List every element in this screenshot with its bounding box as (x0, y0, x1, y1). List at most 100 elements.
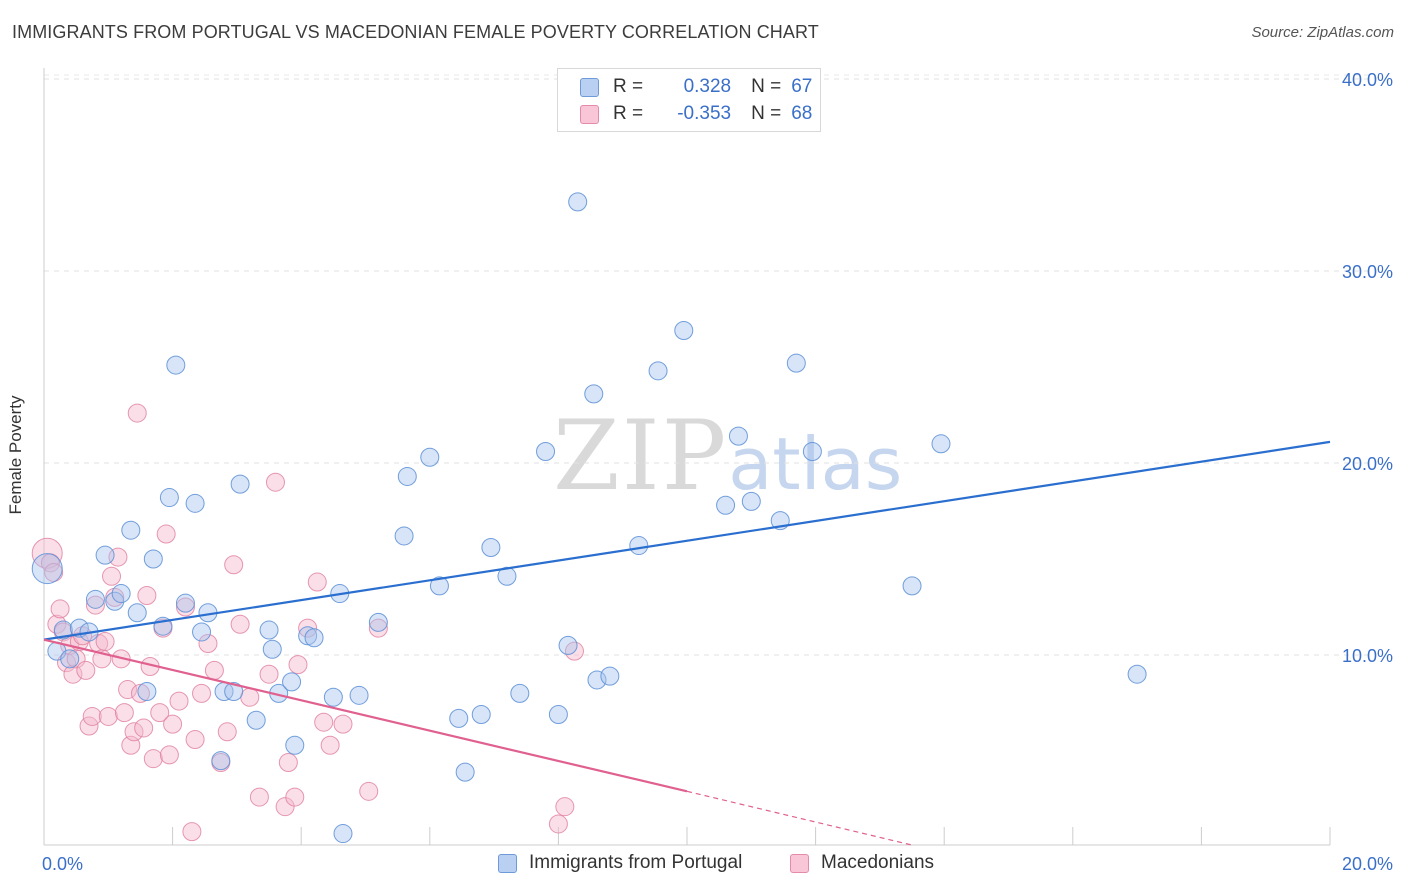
data-point-portugal (53, 620, 73, 640)
data-point-portugal (1127, 664, 1147, 684)
data-point-portugal (802, 441, 822, 461)
series-macedonians (31, 403, 584, 842)
data-point-portugal (246, 710, 266, 730)
data-point-macedonians (118, 680, 138, 700)
data-point-macedonians (555, 797, 575, 817)
data-point-macedonians (224, 555, 244, 575)
data-point-portugal (304, 628, 324, 648)
data-point-portugal (548, 705, 568, 725)
legend-item-portugal[interactable]: Immigrants from Portugal (498, 852, 742, 874)
legend-row-portugal: R = 0.328 N = 67 (580, 76, 812, 98)
data-point-macedonians (150, 703, 170, 723)
data-point-portugal (95, 545, 115, 565)
data-point-portugal (584, 384, 604, 404)
data-point-portugal (931, 434, 951, 454)
data-point-portugal (568, 192, 588, 212)
legend-label-macedonians: Macedonians (821, 852, 935, 873)
legend-swatch-pink (790, 853, 809, 873)
data-point-portugal (600, 666, 620, 686)
chart-source: Source: ZipAtlas.com (1251, 24, 1394, 41)
legend-n-value: 68 (791, 103, 813, 124)
data-point-portugal (349, 685, 369, 705)
data-point-macedonians (50, 599, 70, 619)
legend-row-macedonians: R = -0.353 N = 68 (580, 103, 812, 125)
data-point-macedonians (127, 403, 147, 423)
data-point-macedonians (95, 632, 115, 652)
data-point-portugal (211, 751, 231, 771)
grid (44, 74, 1370, 656)
legend-r-label: R = (613, 103, 644, 124)
data-point-macedonians (230, 614, 250, 634)
trend-line-macedonians-extension (686, 790, 913, 846)
data-point-macedonians (320, 735, 340, 755)
data-point-macedonians (368, 618, 388, 638)
data-point-macedonians (192, 683, 212, 703)
trend-lines (43, 440, 1331, 846)
watermark-atlas: atlas (728, 422, 903, 506)
data-point-macedonians (76, 660, 96, 680)
data-point-macedonians (63, 664, 83, 684)
data-point-macedonians (182, 822, 202, 842)
data-point-macedonians (307, 572, 327, 592)
data-point-macedonians (278, 753, 298, 773)
data-point-portugal (31, 553, 63, 585)
series-portugal (31, 192, 1147, 844)
data-point-portugal (455, 762, 475, 782)
data-point-macedonians (137, 585, 157, 605)
legend-item-macedonians[interactable]: Macedonians (790, 852, 934, 874)
data-point-portugal (420, 447, 440, 467)
x-tick-label: 20.0% (1342, 854, 1393, 874)
trend-line-macedonians (43, 638, 688, 793)
data-point-macedonians (275, 797, 295, 817)
data-point-macedonians (217, 722, 237, 742)
data-point-portugal (185, 493, 205, 513)
data-point-macedonians (159, 745, 179, 765)
legend-r-label: R = (613, 76, 644, 97)
data-point-portugal (648, 361, 668, 381)
data-point-macedonians (298, 618, 318, 638)
chart-title: IMMIGRANTS FROM PORTUGAL VS MACEDONIAN F… (12, 22, 819, 42)
data-point-portugal (259, 620, 279, 640)
data-point-macedonians (314, 712, 334, 732)
axes (43, 68, 1331, 846)
data-point-macedonians (156, 524, 176, 544)
data-point-portugal (449, 708, 469, 728)
data-point-portugal (175, 593, 195, 613)
data-point-macedonians (198, 633, 218, 653)
legend-swatch-pink (580, 104, 599, 124)
data-point-macedonians (44, 562, 64, 582)
y-axis-label: Female Poverty (6, 395, 26, 514)
data-point-portugal (298, 626, 318, 646)
data-point-portugal (536, 441, 556, 461)
data-point-macedonians (98, 706, 118, 726)
data-point-portugal (192, 622, 212, 642)
data-point-portugal (497, 566, 517, 586)
data-point-macedonians (163, 714, 183, 734)
data-point-macedonians (185, 729, 205, 749)
legend-r-value: -0.353 (677, 103, 732, 124)
data-point-macedonians (130, 683, 150, 703)
data-point-portugal (368, 612, 388, 632)
data-point-portugal (674, 321, 694, 341)
data-point-portugal (121, 520, 141, 540)
data-point-portugal (137, 681, 157, 701)
data-point-portugal (111, 584, 131, 604)
data-point-macedonians (249, 787, 269, 807)
data-point-macedonians (114, 703, 134, 723)
data-point-macedonians (333, 714, 353, 734)
data-point-portugal (728, 426, 748, 446)
watermark: ZIPatlas (553, 400, 902, 512)
legend-swatch-blue (580, 77, 599, 97)
data-point-portugal (105, 591, 125, 611)
legend-swatch-blue (498, 853, 517, 873)
data-point-macedonians (204, 660, 224, 680)
data-point-macedonians (134, 718, 154, 738)
data-point-portugal (285, 735, 305, 755)
data-point-macedonians (82, 706, 102, 726)
data-point-macedonians (548, 814, 568, 834)
data-point-macedonians (240, 687, 260, 707)
data-point-portugal (429, 576, 449, 596)
data-point-portugal (397, 466, 417, 486)
data-point-macedonians (143, 749, 163, 769)
data-point-macedonians (285, 787, 305, 807)
